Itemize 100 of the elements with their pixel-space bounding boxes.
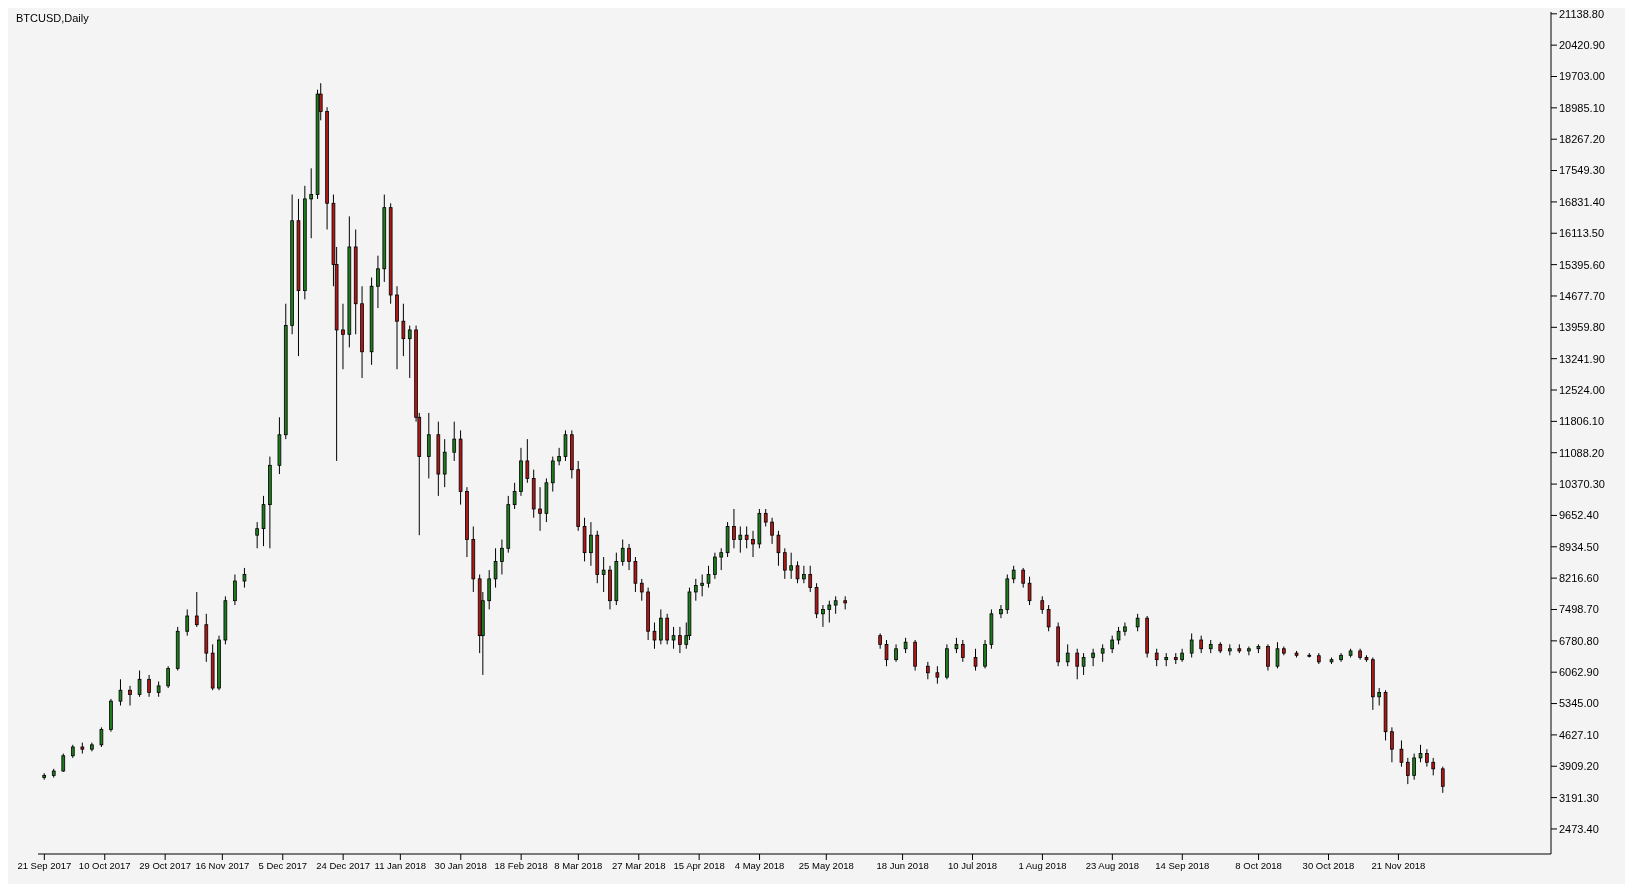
candlestick bbox=[589, 521, 593, 567]
y-tick-label: 3191.30 bbox=[1559, 791, 1599, 804]
candlestick bbox=[808, 565, 813, 593]
x-tick-label: 21 Nov 2018 bbox=[1371, 859, 1426, 871]
candlestick bbox=[538, 486, 542, 532]
candlestick bbox=[776, 530, 781, 567]
candlestick bbox=[999, 604, 1003, 619]
candlestick bbox=[557, 447, 561, 466]
candlestick bbox=[738, 525, 743, 554]
y-tick-label: 9652.40 bbox=[1559, 509, 1599, 522]
y-tick-label: 4627.10 bbox=[1559, 728, 1599, 741]
x-tick-label: 18 Feb 2018 bbox=[494, 859, 548, 871]
candlestick bbox=[782, 547, 787, 580]
candlestick bbox=[1390, 726, 1394, 763]
y-tick-label: 19703.00 bbox=[1559, 70, 1605, 83]
candlestick bbox=[512, 482, 517, 510]
candlestick bbox=[1425, 748, 1429, 768]
candlestick bbox=[61, 753, 66, 773]
candlestick bbox=[376, 255, 380, 309]
candlestick bbox=[789, 552, 793, 580]
y-tick-label: 6780.80 bbox=[1559, 634, 1599, 647]
candlestick bbox=[1405, 757, 1410, 785]
candlestick bbox=[1440, 766, 1445, 794]
candlestick bbox=[401, 303, 406, 357]
candlestick bbox=[99, 726, 104, 748]
candlestick bbox=[233, 574, 237, 606]
y-tick-label: 21138.80 bbox=[1559, 7, 1605, 20]
y-tick-label: 10370.30 bbox=[1559, 477, 1605, 490]
candlestick bbox=[884, 639, 889, 667]
candlestick bbox=[973, 648, 978, 672]
candlestick bbox=[678, 626, 682, 654]
x-tick-label: 10 Jul 2018 bbox=[947, 859, 998, 871]
candlestick bbox=[620, 539, 625, 567]
candlestick bbox=[426, 412, 431, 479]
candlestick bbox=[341, 303, 345, 370]
x-tick-label: 8 Oct 2018 bbox=[1235, 859, 1282, 871]
x-tick-label: 5 Dec 2017 bbox=[258, 859, 308, 871]
candlestick bbox=[487, 569, 492, 610]
candlestick bbox=[744, 525, 749, 549]
candlestick bbox=[166, 665, 170, 689]
candlestick bbox=[827, 600, 832, 624]
y-tick-label: 15395.60 bbox=[1559, 258, 1605, 271]
candlestick bbox=[407, 325, 412, 379]
y-tick-label: 8934.50 bbox=[1559, 540, 1599, 553]
candlestick bbox=[1412, 753, 1416, 781]
y-tick-label: 14677.70 bbox=[1559, 289, 1605, 302]
candlestick bbox=[1046, 604, 1051, 632]
candlestick bbox=[1123, 622, 1127, 637]
candlestick bbox=[671, 626, 676, 650]
candlestick bbox=[1081, 652, 1086, 676]
candlestick bbox=[713, 552, 717, 580]
y-tick-label: 8216.60 bbox=[1559, 572, 1599, 585]
y-tick-label: 16113.50 bbox=[1559, 227, 1605, 240]
candlestick bbox=[1075, 648, 1080, 680]
candlestick bbox=[1091, 648, 1095, 667]
chart-title: BTCUSD,Daily bbox=[16, 12, 89, 24]
x-tick-label: 23 Aug 2018 bbox=[1085, 859, 1140, 871]
x-tick-label: 4 May 2018 bbox=[734, 859, 785, 871]
x-tick-label: 24 Dec 2017 bbox=[316, 859, 371, 871]
candlestick bbox=[639, 578, 644, 602]
candlestick bbox=[732, 508, 736, 549]
x-tick-label: 21 Sep 2017 bbox=[17, 859, 72, 871]
candlestick bbox=[1189, 632, 1194, 658]
x-tick-label: 29 Oct 2017 bbox=[139, 859, 192, 871]
y-tick-label: 5345.00 bbox=[1559, 697, 1599, 710]
candlestick bbox=[627, 543, 631, 571]
candlestick bbox=[751, 530, 755, 558]
y-tick-label: 6062.90 bbox=[1559, 666, 1599, 679]
candlestick bbox=[442, 438, 447, 488]
candlestick bbox=[147, 674, 151, 698]
candlestick bbox=[700, 574, 704, 597]
candlestick bbox=[652, 622, 657, 650]
x-tick-label: 30 Oct 2018 bbox=[1302, 859, 1355, 871]
candlestick bbox=[1275, 641, 1280, 669]
candlestick bbox=[118, 678, 123, 707]
x-tick-label: 25 May 2018 bbox=[798, 859, 854, 871]
y-tick-label: 16831.40 bbox=[1559, 195, 1605, 208]
x-tick-label: 27 Mar 2018 bbox=[612, 859, 666, 871]
y-tick-label: 11806.10 bbox=[1559, 415, 1605, 428]
candlestick bbox=[128, 685, 132, 707]
candlestick bbox=[242, 567, 247, 589]
y-tick-label: 7498.70 bbox=[1559, 603, 1599, 616]
candlestick bbox=[802, 565, 806, 584]
y-tick-label: 3909.20 bbox=[1559, 760, 1599, 773]
candlestick bbox=[452, 421, 457, 462]
candlestick bbox=[821, 604, 825, 628]
candlestick bbox=[1266, 643, 1270, 672]
candlestick bbox=[500, 539, 504, 575]
candlestick bbox=[795, 560, 800, 584]
candlestick bbox=[550, 456, 555, 493]
y-tick-label: 18985.10 bbox=[1559, 101, 1605, 114]
candlestick bbox=[706, 565, 711, 589]
y-tick-label: 12524.00 bbox=[1559, 383, 1605, 396]
x-tick-label: 8 Mar 2018 bbox=[554, 859, 603, 871]
y-tick-label: 11088.20 bbox=[1559, 446, 1605, 459]
candlestick bbox=[137, 670, 142, 698]
x-tick-label: 16 Nov 2017 bbox=[195, 859, 250, 871]
candlestick bbox=[309, 167, 314, 239]
candlestick bbox=[1021, 567, 1026, 589]
candlestick bbox=[601, 556, 606, 593]
